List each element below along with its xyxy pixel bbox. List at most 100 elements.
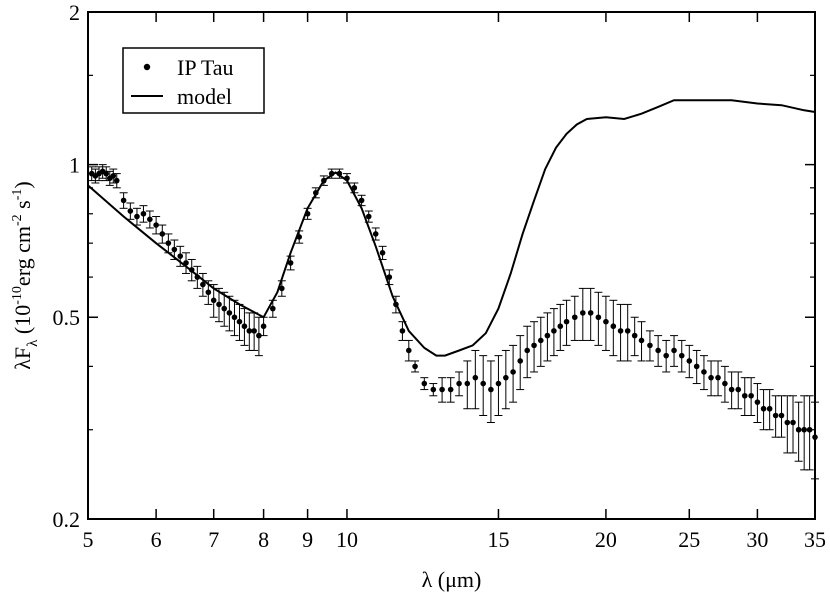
data-point <box>530 321 539 373</box>
data-marker <box>177 253 184 259</box>
data-marker <box>647 342 653 349</box>
data-marker <box>772 412 779 419</box>
data-point <box>158 224 167 244</box>
data-marker <box>610 323 617 330</box>
legend: IP Tau model <box>122 47 265 114</box>
x-tick-label: 8 <box>258 527 269 552</box>
data-marker <box>517 358 524 364</box>
model-line <box>87 99 816 357</box>
data-point <box>523 325 532 379</box>
data-point <box>662 339 671 373</box>
data-point <box>637 321 646 362</box>
data-marker <box>260 323 267 330</box>
data-point <box>771 395 780 438</box>
data-point <box>411 360 420 373</box>
data-point <box>578 287 587 341</box>
data-point <box>811 401 819 480</box>
legend-label-model: model <box>177 84 232 109</box>
data-marker <box>715 374 721 381</box>
data-marker <box>766 405 773 412</box>
series-layer <box>87 99 819 480</box>
data-marker <box>127 208 134 214</box>
data-marker <box>251 328 257 334</box>
data-marker <box>439 386 445 393</box>
data-marker <box>495 380 502 387</box>
data-point <box>685 344 694 379</box>
data-marker <box>778 412 785 419</box>
data-marker <box>140 210 147 217</box>
data-marker <box>631 332 638 339</box>
x-tick-label: 7 <box>208 527 219 552</box>
data-marker <box>557 323 564 330</box>
data-point <box>654 335 663 367</box>
data-marker <box>655 347 661 354</box>
data-marker <box>503 374 509 381</box>
data-marker <box>722 380 728 387</box>
data-point <box>479 355 488 417</box>
data-point <box>420 377 429 391</box>
data-point <box>438 377 447 403</box>
data-point <box>471 349 480 410</box>
data-marker <box>531 342 537 349</box>
x-tick-label: 10 <box>336 527 358 552</box>
data-marker <box>113 177 120 184</box>
data-point <box>747 377 756 417</box>
y-tick-label: 0.5 <box>53 305 81 330</box>
legend-marker-ip-tau <box>143 63 151 71</box>
data-marker <box>386 274 393 280</box>
data-point <box>398 321 407 341</box>
data-marker <box>571 314 578 321</box>
data-marker <box>134 213 140 220</box>
data-point <box>714 360 723 397</box>
data-marker <box>624 328 631 334</box>
data-marker <box>741 392 748 399</box>
data-point <box>164 233 173 254</box>
data-marker <box>671 347 677 354</box>
data-point <box>509 344 518 403</box>
data-marker <box>421 380 428 387</box>
data-marker <box>686 358 693 364</box>
data-marker <box>524 347 530 354</box>
data-marker <box>399 328 406 334</box>
data-point <box>198 272 207 297</box>
x-tick-label: 35 <box>804 527 826 552</box>
y-axis-title: λFλ (10-10erg cm-2 s-1) <box>10 181 41 370</box>
data-marker <box>165 240 172 246</box>
legend-label-ip-tau: IP Tau <box>177 55 234 80</box>
data-marker <box>147 216 153 223</box>
data-point <box>235 303 244 341</box>
plot-frame <box>87 11 816 520</box>
data-point <box>536 316 545 367</box>
data-marker <box>210 297 217 304</box>
data-marker <box>537 337 544 344</box>
data-marker <box>287 260 294 266</box>
axis-ticks <box>87 11 816 520</box>
data-point <box>404 339 413 362</box>
data-point <box>126 202 135 220</box>
data-point <box>623 303 632 362</box>
data-marker <box>159 231 166 237</box>
data-point <box>95 166 104 182</box>
data-point <box>645 330 654 362</box>
data-marker <box>708 374 714 381</box>
data-marker <box>760 405 767 412</box>
data-point <box>805 395 814 471</box>
data-point <box>794 401 803 462</box>
data-point <box>543 312 552 362</box>
data-point <box>670 335 679 367</box>
data-point <box>516 335 525 391</box>
data-marker <box>603 318 609 325</box>
data-marker <box>595 314 602 321</box>
data-marker <box>551 328 557 334</box>
data-marker <box>358 197 365 204</box>
data-marker <box>480 380 486 387</box>
data-marker <box>205 289 212 296</box>
data-marker <box>795 426 802 433</box>
data-point <box>677 339 686 373</box>
data-point <box>549 308 558 357</box>
data-marker <box>216 301 222 308</box>
data-marker <box>405 347 412 354</box>
data-marker <box>103 170 110 177</box>
data-point <box>139 205 148 223</box>
